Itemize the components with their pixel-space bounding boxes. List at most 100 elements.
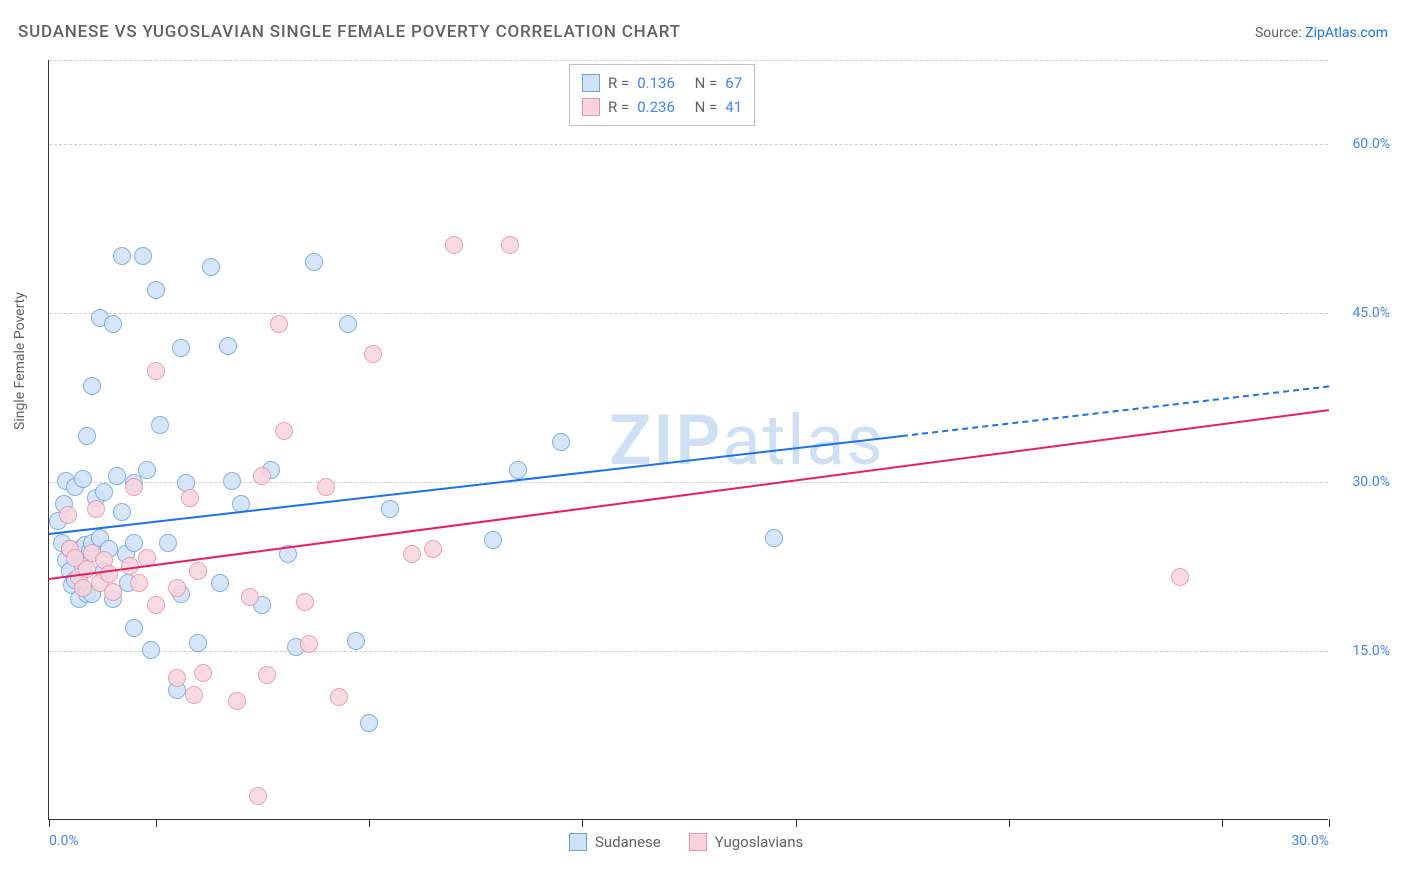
y-tick-label: 30.0% <box>1352 474 1390 490</box>
data-point <box>270 315 288 333</box>
data-point <box>147 596 165 614</box>
data-point <box>104 583 122 601</box>
n-value: 67 <box>725 71 742 95</box>
chart-title: SUDANESE VS YUGOSLAVIAN SINGLE FEMALE PO… <box>18 22 681 42</box>
data-point <box>241 588 259 606</box>
series-swatch <box>569 833 587 851</box>
data-point <box>552 433 570 451</box>
x-tick <box>156 819 157 827</box>
data-point <box>228 692 246 710</box>
gridline <box>49 313 1328 314</box>
data-point <box>168 579 186 597</box>
data-point <box>185 686 203 704</box>
r-value: 0.236 <box>637 95 675 119</box>
data-point <box>113 247 131 265</box>
legend-item: Yugoslavians <box>689 833 804 851</box>
data-point <box>147 362 165 380</box>
data-point <box>151 416 169 434</box>
x-tick <box>1009 819 1010 827</box>
data-point <box>211 574 229 592</box>
legend-item: Sudanese <box>569 833 661 851</box>
data-point <box>108 467 126 485</box>
x-tick <box>49 819 50 827</box>
r-value: 0.136 <box>637 71 675 95</box>
source-prefix: Source: <box>1255 25 1305 41</box>
r-label: R = <box>608 95 629 119</box>
series-legend: Sudanese Yugoslavians <box>569 833 803 851</box>
y-tick-label: 60.0% <box>1352 136 1390 152</box>
data-point <box>134 247 152 265</box>
x-tick <box>1329 819 1330 827</box>
n-value: 41 <box>725 95 742 119</box>
data-point <box>138 461 156 479</box>
data-point <box>445 236 463 254</box>
data-point <box>347 632 365 650</box>
data-point <box>189 634 207 652</box>
data-point <box>74 470 92 488</box>
x-tick <box>796 819 797 827</box>
source-link[interactable]: ZipAtlas.com <box>1305 25 1388 41</box>
data-point <box>125 478 143 496</box>
data-point <box>249 787 267 805</box>
data-point <box>189 562 207 580</box>
n-label: N = <box>695 71 718 95</box>
data-point <box>330 688 348 706</box>
data-point <box>403 545 421 563</box>
data-point <box>130 574 148 592</box>
data-point <box>172 339 190 357</box>
data-point <box>765 529 783 547</box>
y-axis-label: Single Female Poverty <box>12 292 28 430</box>
data-point <box>364 345 382 363</box>
data-point <box>360 714 378 732</box>
data-point <box>258 666 276 684</box>
legend-label: Yugoslavians <box>715 833 804 851</box>
stats-row: R = 0.236 N = 41 <box>582 95 742 119</box>
correlation-stats-box: R = 0.136 N = 67 R = 0.236 N = 41 <box>569 64 755 126</box>
data-point <box>125 534 143 552</box>
data-point <box>168 669 186 687</box>
data-point <box>223 472 241 490</box>
scatter-plot: ZIPatlas R = 0.136 N = 67 R = 0.236 N = … <box>48 60 1328 820</box>
data-point <box>509 461 527 479</box>
gridline <box>49 144 1328 145</box>
data-point <box>219 337 237 355</box>
data-point <box>159 534 177 552</box>
data-point <box>1171 568 1189 586</box>
x-tick <box>582 819 583 827</box>
data-point <box>147 281 165 299</box>
data-point <box>317 478 335 496</box>
data-point <box>305 253 323 271</box>
gridline <box>49 651 1328 652</box>
watermark-bold: ZIP <box>609 400 722 482</box>
data-point <box>95 483 113 501</box>
data-point <box>87 500 105 518</box>
r-label: R = <box>608 71 629 95</box>
data-point <box>100 565 118 583</box>
data-point <box>113 503 131 521</box>
data-point <box>296 593 314 611</box>
data-point <box>181 489 199 507</box>
x-tick <box>1222 819 1223 827</box>
data-point <box>275 422 293 440</box>
data-point <box>125 619 143 637</box>
data-point <box>253 467 271 485</box>
data-point <box>339 315 357 333</box>
data-point <box>74 579 92 597</box>
y-tick-label: 45.0% <box>1352 305 1390 321</box>
data-point <box>501 236 519 254</box>
source-attribution: Source: ZipAtlas.com <box>1255 25 1388 41</box>
data-point <box>484 531 502 549</box>
data-point <box>142 641 160 659</box>
data-point <box>83 377 101 395</box>
n-label: N = <box>695 95 718 119</box>
x-tick-label: 0.0% <box>49 833 79 849</box>
trend-line <box>902 385 1329 437</box>
x-tick <box>369 819 370 827</box>
data-point <box>59 506 77 524</box>
data-point <box>194 664 212 682</box>
data-point <box>300 635 318 653</box>
data-point <box>202 258 220 276</box>
legend-label: Sudanese <box>595 833 661 851</box>
series-swatch <box>689 833 707 851</box>
data-point <box>381 500 399 518</box>
